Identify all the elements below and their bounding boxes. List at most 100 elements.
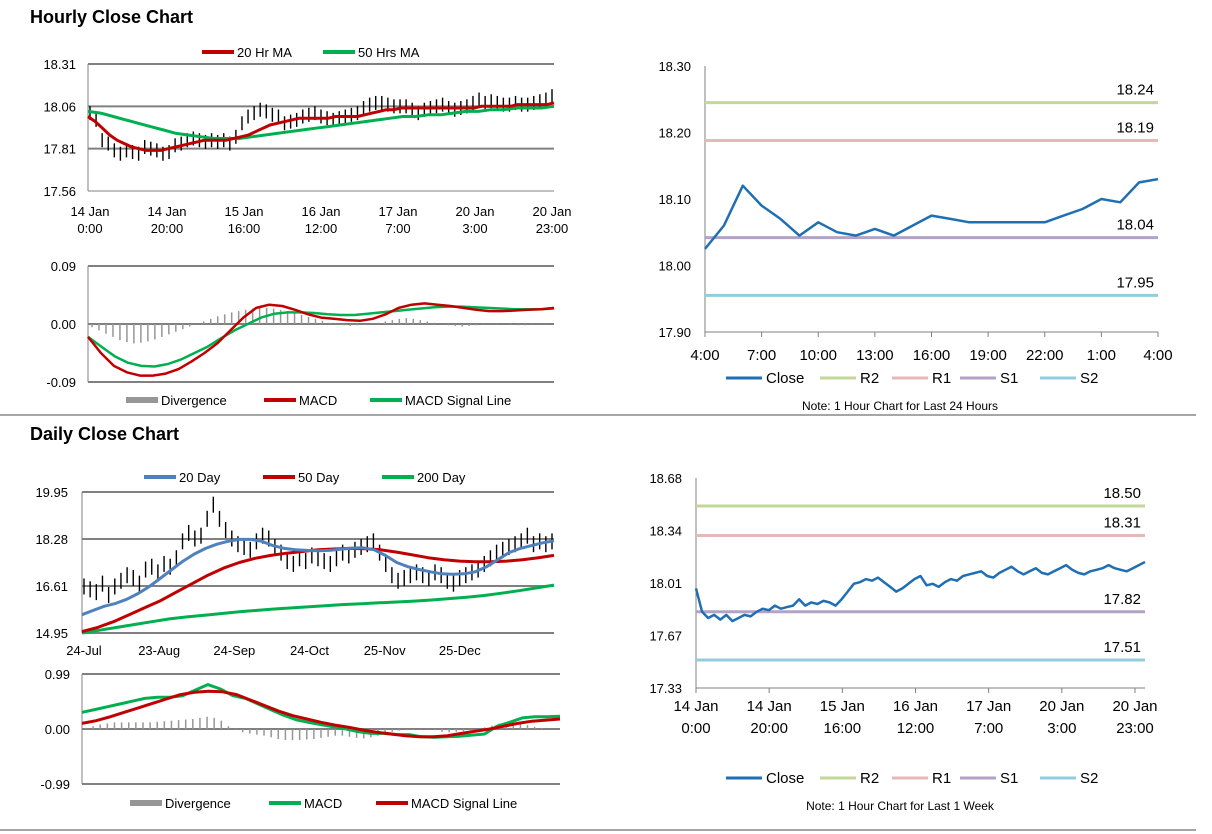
daily-macd-y-tick: 0.00 [45, 722, 70, 737]
x-tick-time: 3:00 [462, 221, 487, 236]
level-r2-label: 18.24 [1116, 82, 1154, 99]
daily_sr-y-tick: 17.67 [649, 629, 682, 644]
x-tick-time: 16:00 [824, 720, 862, 737]
x-tick-date: 14 Jan [147, 204, 186, 219]
level-r2-label: 18.50 [1103, 485, 1141, 502]
daily-price-y-tick: 18.28 [35, 532, 68, 547]
hourly-macd-chart: 0.09 0.00 -0.09 Divergence MACD MACD Signal L… [46, 259, 555, 408]
legend-s1-label: S1 [1000, 770, 1018, 787]
legend-macd-signal-label: MACD Signal Line [405, 393, 511, 408]
x-tick-date: 16 Jan [301, 204, 340, 219]
legend-r2-label: R2 [860, 370, 879, 387]
x-tick-date: 20 Jan [455, 204, 494, 219]
legend-50hrs-ma-label: 50 Hrs MA [358, 45, 420, 60]
x-tick-label: 23-Aug [138, 643, 180, 658]
x-tick-label: 19:00 [969, 347, 1007, 364]
x-tick-label: 1:00 [1087, 347, 1116, 364]
x-tick-date: 16 Jan [893, 698, 938, 715]
x-tick-time: 7:00 [974, 720, 1003, 737]
ma20-line [81, 537, 555, 617]
x-tick-time: 16:00 [228, 221, 261, 236]
x-tick-label: 25-Dec [439, 643, 481, 658]
daily-price-y-tick: 16.61 [35, 579, 68, 594]
x-tick-time: 12:00 [305, 221, 338, 236]
x-tick-label: 13:00 [856, 347, 894, 364]
hourly-macd-y-tick: 0.09 [51, 259, 76, 274]
daily-price-y-tick: 14.95 [35, 626, 68, 641]
x-tick-date: 20 Jan [1039, 698, 1084, 715]
legend-r1-label: R1 [932, 370, 951, 387]
hourly-macd-y-tick: 0.00 [51, 317, 76, 332]
hourly_sr-y-tick: 18.00 [658, 259, 691, 274]
legend-r2-label: R2 [860, 770, 879, 787]
x-tick-label: 22:00 [1026, 347, 1064, 364]
legend-macd-label: MACD [304, 796, 342, 811]
legend-s2-label: S2 [1080, 770, 1098, 787]
legend-20hr-ma-label: 20 Hr MA [237, 45, 292, 60]
daily-macd-y-tick: -0.99 [40, 777, 70, 792]
hourly-price-y-tick: 18.06 [43, 99, 76, 114]
legend-50-day-label: 50 Day [298, 470, 340, 485]
daily-price-y-tick: 19.95 [35, 485, 68, 500]
daily-macd-chart: 0.99 0.00 -0.99 Divergence MACD MACD Signal L… [40, 667, 561, 811]
x-tick-label: 24-Oct [290, 643, 329, 658]
hourly_sr-y-tick: 17.90 [658, 325, 691, 340]
daily_sr-y-tick: 18.68 [649, 471, 682, 486]
daily_sr-y-tick: 18.34 [649, 524, 682, 539]
x-tick-time: 20:00 [750, 720, 788, 737]
x-tick-label: 4:00 [1143, 347, 1172, 364]
daily-section-title: Daily Close Chart [30, 424, 180, 444]
legend-divergence-label: Divergence [165, 796, 231, 811]
section-divider [0, 414, 1196, 416]
macd-line [81, 683, 561, 739]
macd-signal-line [87, 305, 555, 368]
ma200-line [81, 583, 555, 635]
daily_sr-y-tick: 17.33 [649, 681, 682, 696]
legend-200-day-label: 200 Day [417, 470, 466, 485]
hourly-macd-y-tick: -0.09 [46, 375, 76, 390]
legend-divergence-label: Divergence [161, 393, 227, 408]
close-line [694, 560, 1146, 623]
daily_sr-y-tick: 18.01 [649, 576, 682, 591]
hourly_sr-y-tick: 18.20 [658, 126, 691, 141]
level-r1-label: 18.19 [1116, 119, 1154, 136]
level-s1-label: 17.82 [1103, 591, 1141, 608]
x-tick-label: 7:00 [747, 347, 776, 364]
daily-macd-y-tick: 0.99 [45, 667, 70, 682]
x-tick-label: 25-Nov [364, 643, 406, 658]
x-tick-time: 20:00 [151, 221, 184, 236]
x-tick-label: 4:00 [690, 347, 719, 364]
ma20-line [87, 101, 555, 152]
x-tick-date: 17 Jan [378, 204, 417, 219]
ma50-line [87, 104, 555, 140]
hourly-support-resistance-chart: 18.30 18.20 18.10 18.00 17.90 18.24 18.19 18.04… [658, 59, 1172, 413]
chart-note: Note: 1 Hour Chart for Last 1 Week [806, 799, 995, 813]
hourly_sr-y-tick: 18.10 [658, 192, 691, 207]
x-tick-date: 14 Jan [70, 204, 109, 219]
daily-support-resistance-chart: 18.68 18.34 18.01 17.67 17.33 18.50 18.31 17.82… [649, 471, 1157, 813]
hourly-price-y-tick: 18.31 [43, 57, 76, 72]
legend-s1-label: S1 [1000, 370, 1018, 387]
x-tick-label: 10:00 [799, 347, 837, 364]
x-tick-label: 24-Sep [213, 643, 255, 658]
hourly_sr-y-tick: 18.30 [658, 59, 691, 74]
legend-s2-label: S2 [1080, 370, 1098, 387]
close-line [704, 177, 1159, 250]
x-tick-time: 0:00 [77, 221, 102, 236]
legend-r1-label: R1 [932, 770, 951, 787]
x-tick-time: 23:00 [536, 221, 569, 236]
legend-20-day-label: 20 Day [179, 470, 221, 485]
x-tick-time: 23:00 [1116, 720, 1154, 737]
x-tick-date: 17 Jan [966, 698, 1011, 715]
chart-note: Note: 1 Hour Chart for Last 24 Hours [802, 399, 998, 413]
x-tick-date: 14 Jan [673, 698, 718, 715]
bottom-divider [0, 829, 1196, 831]
legend-macd-label: MACD [299, 393, 337, 408]
hourly-price-y-tick: 17.56 [43, 184, 76, 199]
x-tick-time: 0:00 [681, 720, 710, 737]
x-tick-label: 24-Jul [66, 643, 102, 658]
legend-macd-signal-label: MACD Signal Line [411, 796, 517, 811]
x-tick-date: 20 Jan [532, 204, 571, 219]
x-tick-date: 20 Jan [1112, 698, 1157, 715]
macd-signal-line [81, 689, 561, 739]
